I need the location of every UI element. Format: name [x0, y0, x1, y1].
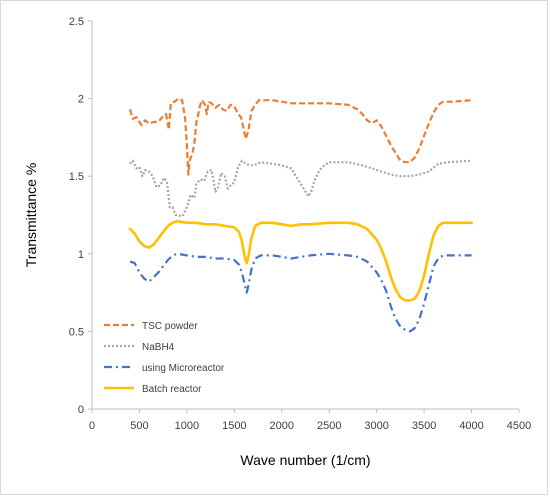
- y-tick-label: 2: [78, 94, 84, 106]
- y-tick-labels: 0 0.5 1 1.5 2 2.5: [69, 16, 92, 416]
- x-tick-label: 4500: [507, 420, 531, 432]
- series-line-batch-reactor: [128, 219, 473, 302]
- x-tick-label: 3000: [364, 420, 388, 432]
- x-tick-label: 2000: [270, 420, 294, 432]
- series-lines: [128, 97, 473, 333]
- legend-label: Batch reactor: [142, 384, 202, 395]
- x-tick-labels: 0 500 1000 1500 2000 2500 3000 3500 4000 4500: [89, 409, 531, 432]
- legend-label: using Microreactor: [142, 363, 225, 374]
- x-tick-label: 2500: [317, 420, 341, 432]
- y-tick-label: 1: [78, 249, 84, 261]
- x-tick-label: 0: [89, 420, 95, 432]
- legend-label: NaBH4: [142, 342, 175, 353]
- x-tick-label: 500: [130, 420, 148, 432]
- legend-label: TSC powder: [142, 321, 198, 332]
- y-tick-label: 2.5: [69, 16, 84, 28]
- x-tick-label: 4000: [459, 420, 483, 432]
- x-tick-label: 1500: [222, 420, 246, 432]
- y-tick-label: 0: [78, 404, 84, 416]
- y-tick-label: 1.5: [69, 171, 84, 183]
- x-tick-label: 3500: [412, 420, 436, 432]
- legend: TSC powder NaBH4 using Microreactor Batch …: [104, 321, 225, 395]
- series-line-nabh4: [129, 159, 472, 218]
- y-tick-label: 0.5: [69, 326, 84, 338]
- x-tick-label: 1000: [175, 420, 199, 432]
- series-line-using-microreactor: [129, 252, 472, 333]
- series-line-tsc-powder: [128, 97, 472, 176]
- y-axis-title: Transmittance %: [23, 163, 39, 268]
- x-axis-title: Wave number (1/cm): [240, 452, 370, 468]
